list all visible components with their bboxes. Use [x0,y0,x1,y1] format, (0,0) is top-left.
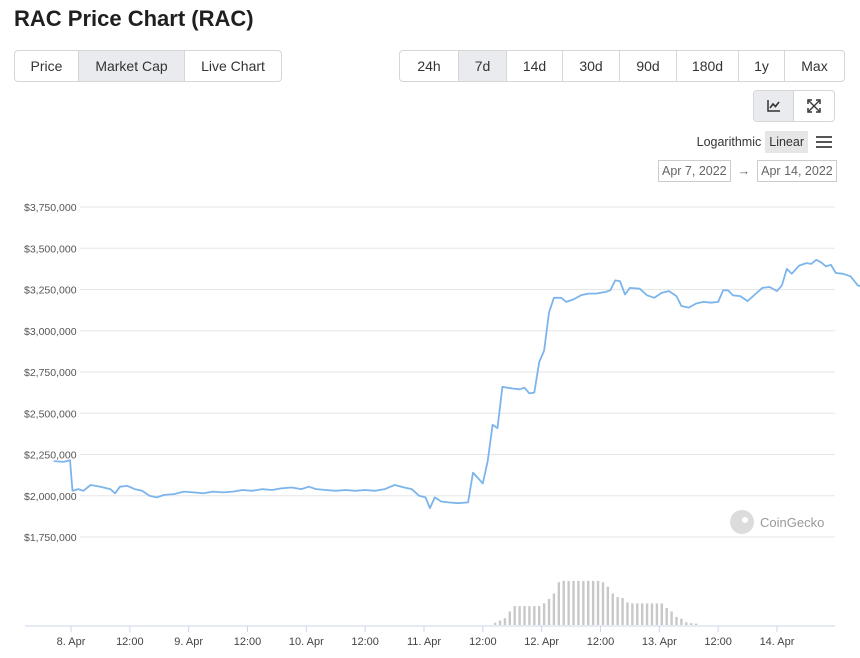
volume-bar [611,593,614,625]
y-tick-label: $2,500,000 [24,408,77,420]
range-14d[interactable]: 14d [507,51,563,81]
x-tick-label: 13. Apr [642,636,677,648]
range-24h[interactable]: 24h [400,51,459,81]
volume-bar [596,580,600,625]
x-tick-label: 11. Apr [407,636,441,648]
x-tick-label: 9. Apr [174,636,203,648]
tab-market-cap[interactable]: Market Cap [79,51,185,81]
watermark-text: CoinGecko [760,514,825,530]
chart-view-buttons [753,90,835,122]
x-tick-label: 12:00 [587,636,615,648]
volume-bar [645,603,649,625]
fullscreen-button[interactable] [794,91,834,121]
menu-icon[interactable] [816,136,832,151]
volume-bar [640,603,644,625]
y-tick-label: $3,000,000 [24,326,77,338]
x-tick-label: 12:00 [116,636,144,648]
y-tick-label: $2,000,000 [24,491,77,503]
volume-bar [636,603,639,625]
volume-bar [572,580,575,625]
coingecko-watermark: CoinGecko [730,510,824,534]
scale-toggle: Logarithmic Linear [693,131,808,153]
y-tick-label: $2,750,000 [24,367,77,379]
volume-bar [567,580,570,625]
date-arrow: → [737,164,751,178]
volume-bar [606,586,610,625]
volume-bar [577,580,580,625]
volume-bar [670,611,673,625]
volume-bar [680,618,683,625]
market-cap-line [53,258,860,510]
date-to-input[interactable]: Apr 14, 2022 [757,160,837,182]
x-tick-label: 12. Apr [524,636,559,648]
volume-bar [685,622,688,625]
x-tick-label: 12:00 [351,636,379,648]
expand-icon [807,99,821,113]
volume-bar [498,620,502,625]
volume-bar [650,603,654,625]
range-90d[interactable]: 90d [620,51,677,81]
y-tick-label: $1,750,000 [24,532,77,544]
tab-price[interactable]: Price [15,51,79,81]
volume-bar [552,593,556,625]
volume-bar [538,606,541,625]
volume-bar [616,597,619,625]
volume-bar [690,623,693,625]
y-tick-label: $3,750,000 [24,202,77,214]
line-chart-button[interactable] [754,91,794,121]
range-30d[interactable]: 30d [563,51,620,81]
volume-bar [523,606,526,625]
range-max[interactable]: Max [801,58,828,74]
volume-bar [562,580,565,625]
page-title: RAC Price Chart (RAC) [14,6,254,31]
range-1y[interactable]: 1y [739,51,785,81]
x-tick-label: 10. Apr [289,636,324,648]
volume-bar [493,622,497,625]
volume-bar [508,611,511,625]
scale-logarithmic[interactable]: Logarithmic [696,135,762,149]
date-range: Apr 7, 2022 → Apr 14, 2022 [658,160,837,182]
coingecko-logo-icon [730,510,754,534]
tab-live-chart[interactable]: Live Chart [201,58,265,74]
y-tick-label: $2,250,000 [24,450,77,462]
volume-bar [518,606,521,625]
y-tick-label: $3,500,000 [24,243,77,255]
chart-type-tabs: Price Market Cap Live Chart [14,50,282,82]
x-tick-label: 8. Apr [57,636,86,648]
volume-bar [557,582,561,625]
x-tick-label: 12:00 [234,636,262,648]
volume-bar [601,582,605,625]
x-tick-label: 12:00 [704,636,732,648]
volume-bar [533,606,536,625]
volume-bar [542,603,546,625]
range-7d[interactable]: 7d [459,51,507,81]
y-tick-label: $3,250,000 [24,285,77,297]
volume-bar [626,602,629,625]
volume-bar [675,616,678,625]
volume-bar [621,598,624,625]
x-tick-label: 12:00 [469,636,497,648]
volume-bar [655,603,659,625]
volume-bar [513,606,516,625]
volume-bar [587,580,590,625]
range-180d[interactable]: 180d [677,51,739,81]
volume-bar [665,607,668,625]
line-chart-icon [766,100,780,112]
volume-bar [503,618,507,625]
date-from-input[interactable]: Apr 7, 2022 [658,160,731,182]
volume-bar [694,623,698,625]
volume-bar [591,580,595,625]
volume-bar [582,580,585,625]
volume-bar [660,603,663,625]
x-tick-label: 14. Apr [760,636,795,648]
volume-bar [547,598,551,625]
volume-bar [631,603,634,625]
volume-bar [528,606,531,625]
scale-linear[interactable]: Linear [765,131,808,153]
time-range-tabs: 24h 7d 14d 30d 90d 180d 1y Max [399,50,845,82]
